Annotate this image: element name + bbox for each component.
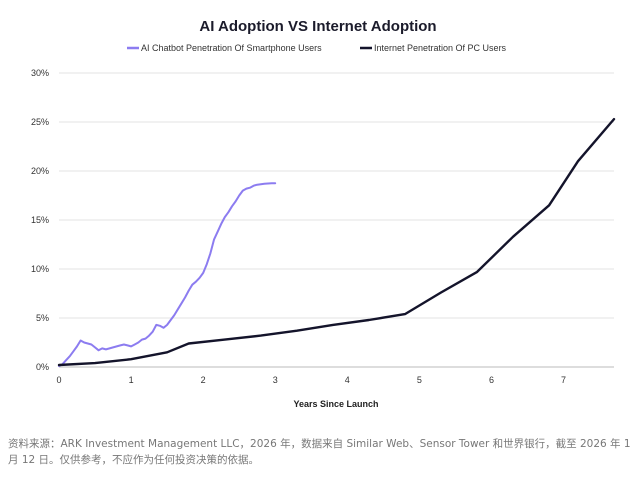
x-axis-ticks: 0 1 2 3 4 5 6 7	[56, 375, 566, 385]
x-tick-label: 3	[273, 375, 278, 385]
x-tick-label: 2	[201, 375, 206, 385]
x-tick-label: 4	[345, 375, 350, 385]
x-tick-label: 0	[56, 375, 61, 385]
y-tick-label: 25%	[31, 117, 49, 127]
series-line-internet	[57, 117, 616, 367]
source-note: 资料来源：ARK Investment Management LLC，2026 …	[8, 438, 631, 466]
x-tick-label: 5	[417, 375, 422, 385]
y-tick-label: 5%	[36, 313, 49, 323]
y-tick-label: 30%	[31, 68, 49, 78]
y-tick-label: 20%	[31, 166, 49, 176]
x-tick-label: 1	[129, 375, 134, 385]
legend-label: AI Chatbot Penetration Of Smartphone Use…	[141, 43, 322, 53]
x-tick-label: 6	[489, 375, 494, 385]
y-tick-label: 10%	[31, 264, 49, 274]
chart-legend: AI Chatbot Penetration Of Smartphone Use…	[127, 43, 507, 53]
x-tick-label: 7	[561, 375, 566, 385]
line-chart: AI Adoption VS Internet Adoption AI Chat…	[31, 18, 616, 409]
legend-label: Internet Penetration Of PC Users	[374, 43, 507, 53]
y-axis-ticks: 0% 5% 10% 15% 20% 25% 30%	[31, 68, 49, 372]
gridlines	[59, 72, 614, 319]
y-tick-label: 0%	[36, 362, 49, 372]
series-layer	[57, 117, 616, 367]
series-line-ai-chatbot	[58, 182, 277, 367]
chart-title: AI Adoption VS Internet Adoption	[199, 18, 436, 35]
x-axis-title: Years Since Launch	[293, 399, 378, 409]
y-tick-label: 15%	[31, 215, 49, 225]
